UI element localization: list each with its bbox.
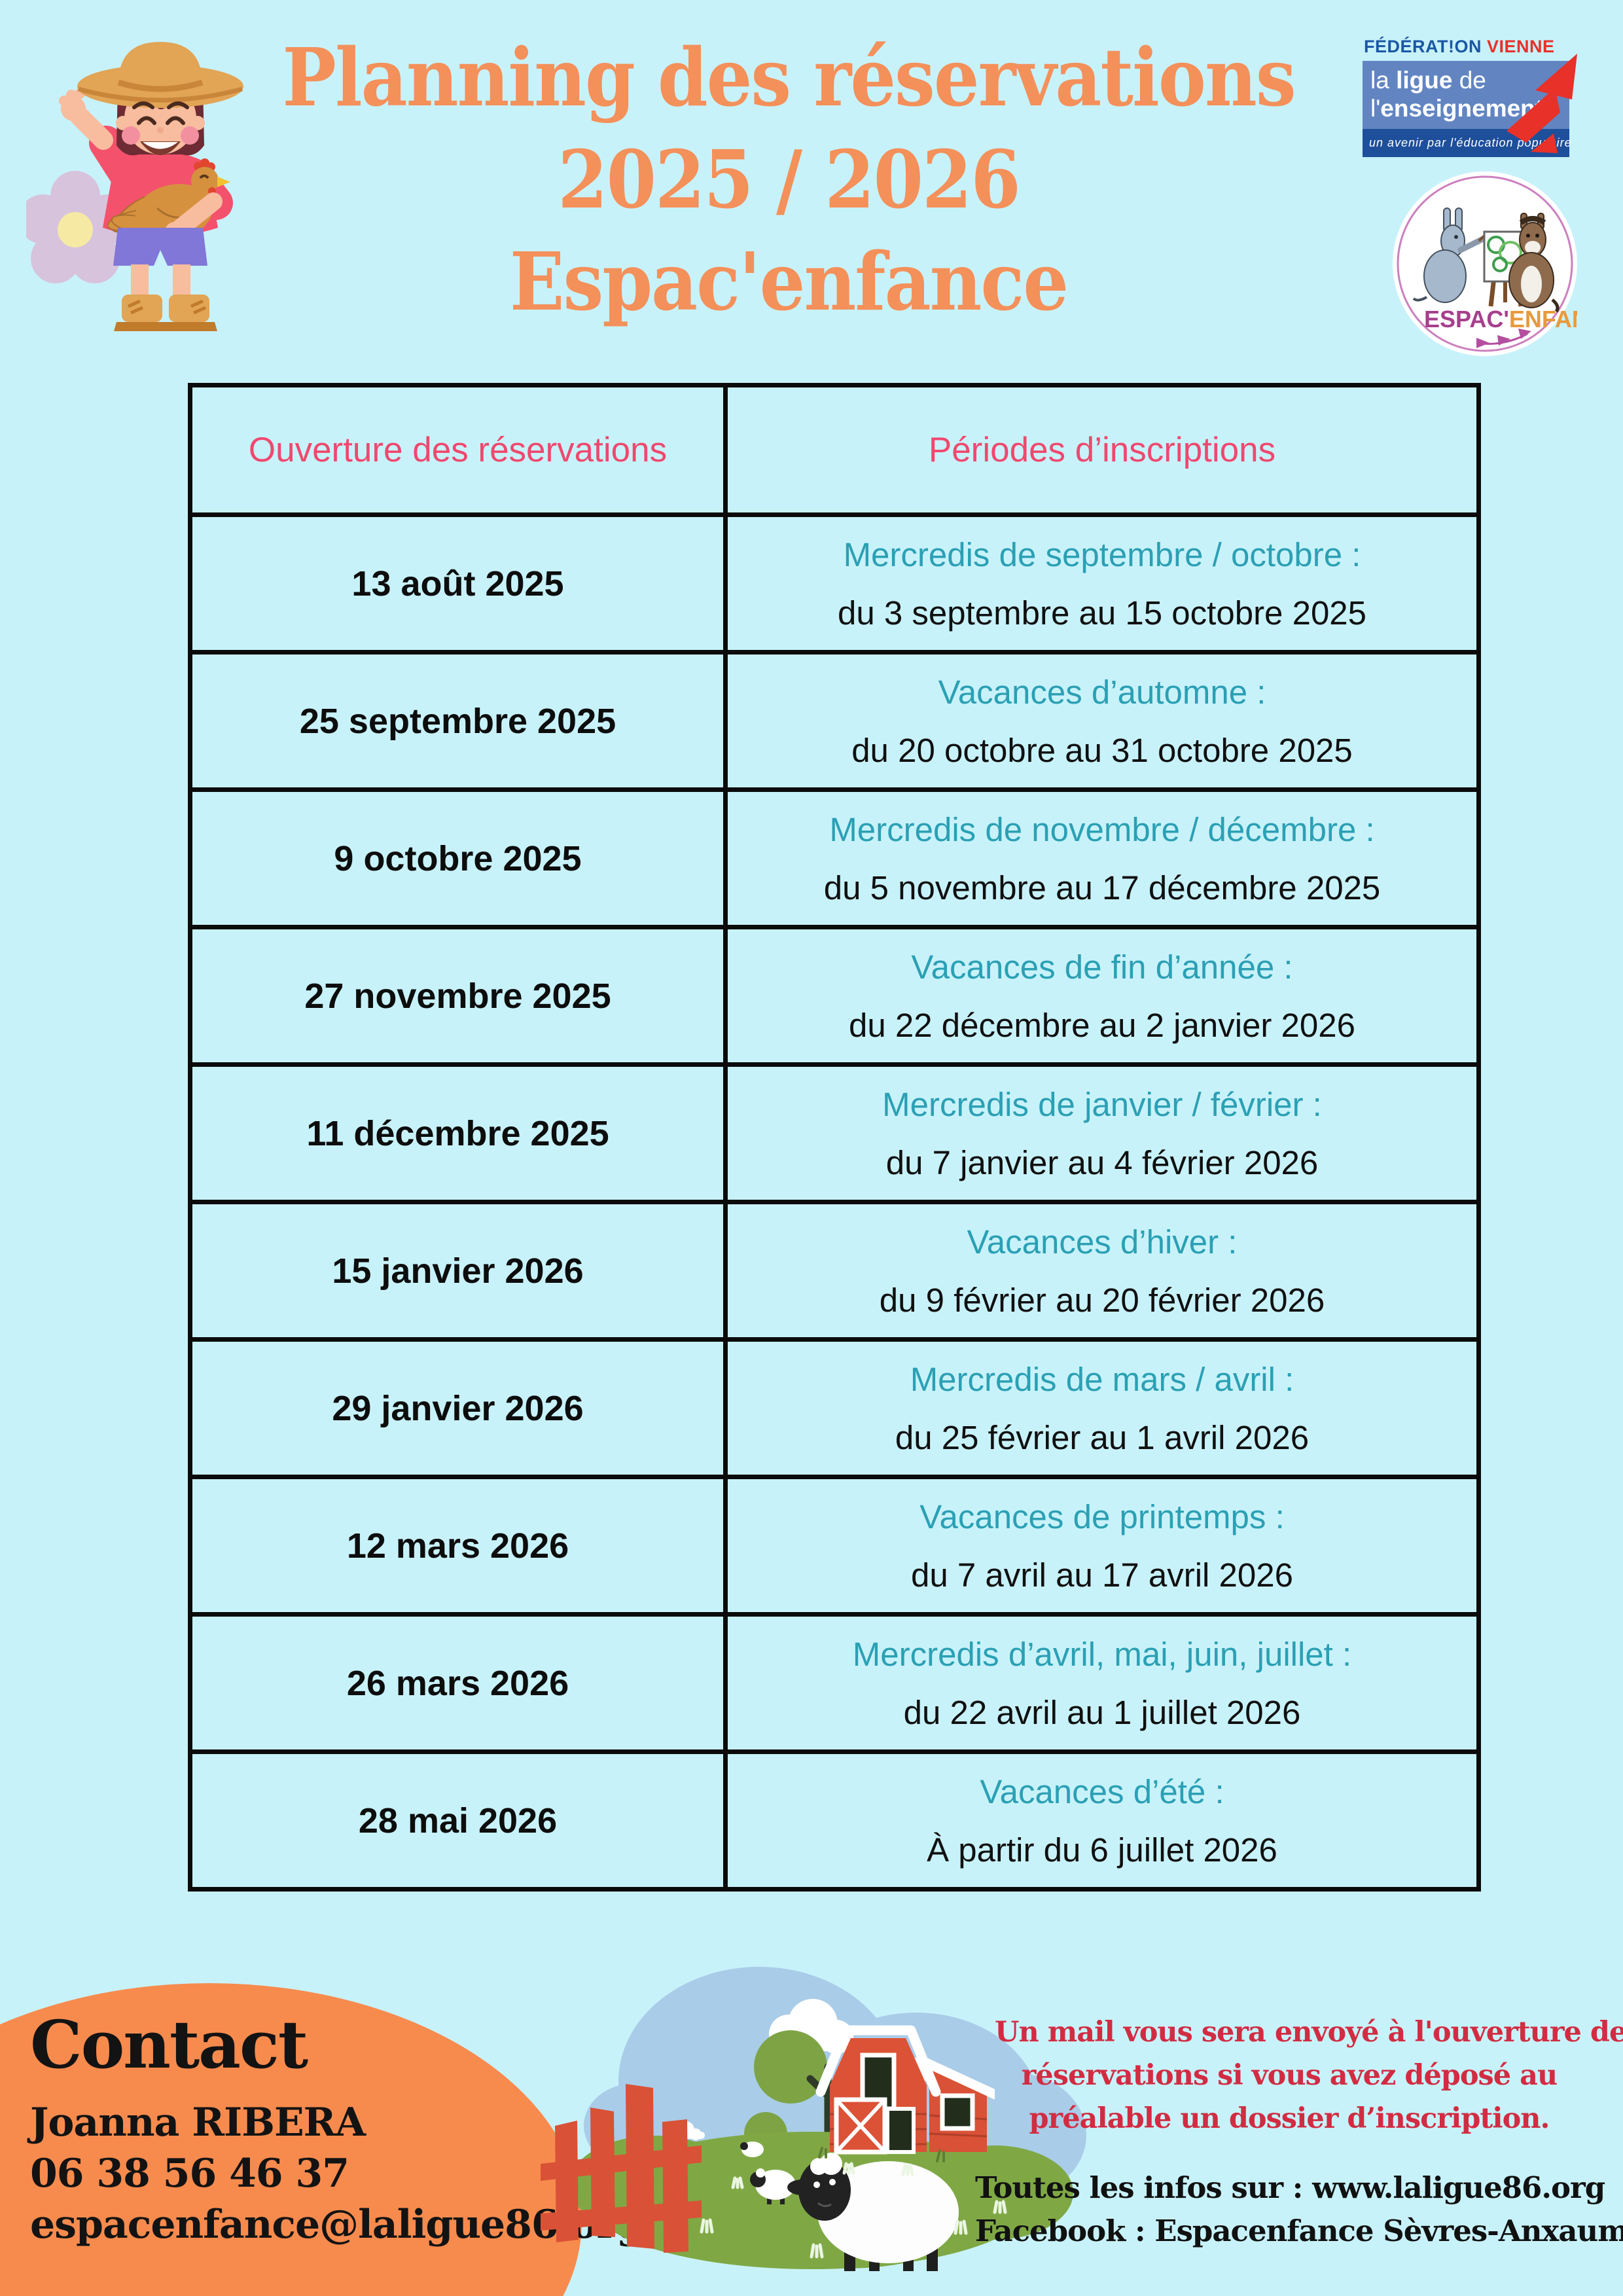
infos-block: Toutes les infos sur : www.laligue86.org… — [975, 2166, 1623, 2253]
period-title: Mercredis de novembre / décembre : — [829, 810, 1375, 848]
table-row: 26 mars 2026 Mercredis d’avril, mai, jui… — [188, 1612, 1481, 1754]
period-cell: Vacances d’automne : du 20 octobre au 31… — [723, 650, 1481, 792]
ligue-name-band: la ligue de l'enseignement — [1363, 61, 1569, 129]
federation-vienne-label: FÉDÉRAT!ON VIENNE — [1364, 37, 1569, 57]
grass-tufts — [700, 2162, 1007, 2259]
period-title: Mercredis de septembre / octobre : — [843, 535, 1361, 573]
kid-figure — [59, 42, 243, 331]
open-date: 13 août 2025 — [188, 512, 728, 655]
period-detail: du 9 février au 20 février 2026 — [879, 1281, 1325, 1319]
espac-enfance-logo: ESPAC'ENFANCE — [1393, 171, 1622, 356]
open-date: 26 mars 2026 — [188, 1612, 728, 1754]
vienne-label: VIENNE — [1487, 37, 1555, 56]
facebook-info: Facebook : Espacenfance Sèvres-Anxaumont — [975, 2214, 1623, 2248]
period-cell: Mercredis de janvier / février : du 7 ja… — [723, 1062, 1481, 1204]
table-row: 13 août 2025 Mercredis de septembre / oc… — [188, 512, 1481, 655]
period-title: Mercredis de mars / avril : — [910, 1360, 1294, 1398]
donkey-icon — [1412, 207, 1487, 303]
fence-icon — [541, 2084, 702, 2253]
period-detail: du 5 novembre au 17 décembre 2025 — [823, 869, 1381, 906]
espac-enfance-logo-drawing: ESPAC'ENFANCE — [1397, 175, 1622, 352]
mail-notice: Un mail vous sera envoyé à l'ouverture d… — [995, 2011, 1623, 2140]
period-cell: Vacances de fin d’année : du 22 décembre… — [723, 925, 1481, 1067]
period-detail: du 25 février au 1 avril 2026 — [895, 1418, 1310, 1456]
period-detail: du 7 janvier au 4 février 2026 — [885, 1143, 1319, 1181]
open-date: 25 septembre 2025 — [188, 650, 728, 792]
open-date: 12 mars 2026 — [188, 1475, 728, 1617]
federation-label: FÉDÉRAT!ON — [1364, 37, 1482, 56]
dark-grass — [818, 2147, 945, 2162]
period-cell: Vacances d’été : À partir du 6 juillet 2… — [723, 1749, 1481, 1892]
espac-arrows-icon — [1476, 329, 1531, 348]
notice-line-1: Un mail vous sera envoyé à l'ouverture d… — [995, 2016, 1623, 2049]
contact-heading: Contact — [30, 2006, 308, 2083]
period-cell: Vacances d’hiver : du 9 février au 20 fé… — [723, 1200, 1481, 1342]
table-header-row: Ouverture des réservations Périodes d’in… — [188, 383, 1481, 517]
contact-name: Joanna RIBERA — [30, 2100, 366, 2145]
website-info: Toutes les infos sur : www.laligue86.org — [975, 2170, 1605, 2205]
farm-illustration — [541, 1967, 1086, 2271]
boots — [114, 295, 217, 331]
notice-line-2: réservations si vous avez déposé au — [1021, 2059, 1558, 2092]
open-date: 27 novembre 2025 — [188, 925, 728, 1067]
period-detail: du 22 décembre au 2 janvier 2026 — [848, 1006, 1356, 1044]
notice-line-3: préalable un dossier d’inscription. — [1029, 2102, 1550, 2135]
open-date: 11 décembre 2025 — [188, 1062, 728, 1204]
period-detail: du 22 avril au 1 juillet 2026 — [903, 1693, 1301, 1731]
table-row: 11 décembre 2025 Mercredis de janvier / … — [188, 1062, 1481, 1204]
period-detail: du 3 septembre au 15 octobre 2025 — [837, 594, 1367, 632]
espac-wordmark: ESPAC'ENFANCE — [1424, 306, 1577, 332]
column-header-ouverture: Ouverture des réservations — [188, 383, 728, 517]
table-row: 29 janvier 2026 Mercredis de mars / avri… — [188, 1337, 1481, 1479]
ligue-word-enseignement: enseignement — [1380, 95, 1544, 122]
page-title: Planning des réservations 2025 / 2026 Es… — [223, 26, 1355, 332]
contact-phone: 06 38 56 46 37 — [30, 2151, 349, 2197]
title-line-3: Espac'enfance — [509, 234, 1069, 329]
title-line-2: 2025 / 2026 — [558, 132, 1020, 226]
period-title: Vacances d’hiver : — [967, 1223, 1238, 1261]
table-row: 15 janvier 2026 Vacances d’hiver : du 9 … — [188, 1200, 1481, 1342]
column-header-periodes: Périodes d’inscriptions — [723, 383, 1481, 517]
sheep-icon — [740, 2142, 959, 2271]
period-title: Vacances de printemps : — [919, 1498, 1285, 1535]
ligue-word-l: l' — [1370, 95, 1381, 122]
period-cell: Mercredis de septembre / octobre : du 3 … — [723, 512, 1481, 655]
period-detail: du 20 octobre au 31 octobre 2025 — [851, 731, 1353, 769]
open-date: 9 octobre 2025 — [188, 787, 728, 929]
period-title: Vacances d’été : — [980, 1772, 1224, 1810]
period-cell: Mercredis de novembre / décembre : du 5 … — [723, 787, 1481, 929]
horse-icon — [1508, 213, 1560, 313]
period-detail: À partir du 6 juillet 2026 — [927, 1831, 1277, 1869]
ligue-arrow-icon — [1507, 54, 1577, 153]
open-date: 29 janvier 2026 — [188, 1337, 728, 1479]
ligue-word-la: la — [1370, 67, 1397, 94]
period-title: Vacances de fin d’année : — [911, 948, 1293, 986]
period-cell: Mercredis de mars / avril : du 25 févrie… — [723, 1337, 1481, 1479]
table-row: 12 mars 2026 Vacances de printemps : du … — [188, 1475, 1481, 1617]
kid-with-chicken-illustration — [26, 42, 243, 331]
table-row: 25 septembre 2025 Vacances d’automne : d… — [188, 650, 1481, 792]
table-row: 27 novembre 2025 Vacances de fin d’année… — [188, 925, 1481, 1067]
open-date: 28 mai 2026 — [188, 1749, 728, 1892]
period-detail: du 7 avril au 17 avril 2026 — [910, 1556, 1294, 1594]
ligue-tagline: un avenir par l'éducation populaire — [1363, 129, 1571, 157]
table-row: 28 mai 2026 Vacances d’été : À partir du… — [188, 1749, 1481, 1892]
period-title: Mercredis de janvier / février : — [882, 1085, 1322, 1123]
hat-icon — [77, 42, 243, 108]
period-cell: Vacances de printemps : du 7 avril au 17… — [723, 1475, 1481, 1617]
barn-icon — [815, 2025, 995, 2155]
period-title: Vacances d’automne : — [938, 673, 1266, 711]
ligue-enseignement-logo: FÉDÉRAT!ON VIENNE la ligue de l'enseignem… — [1363, 37, 1577, 157]
table-row: 9 octobre 2025 Mercredis de novembre / d… — [188, 787, 1481, 929]
period-title: Mercredis d’avril, mai, juin, juillet : — [852, 1635, 1352, 1673]
period-cell: Mercredis d’avril, mai, juin, juillet : … — [723, 1612, 1481, 1754]
ligue-word-ligue: ligue — [1396, 67, 1453, 94]
ligue-word-de: de — [1452, 67, 1486, 94]
open-date: 15 janvier 2026 — [188, 1200, 728, 1342]
title-line-1: Planning des réservations — [282, 30, 1296, 124]
reservations-table: Ouverture des réservations Périodes d’in… — [188, 383, 1481, 1892]
